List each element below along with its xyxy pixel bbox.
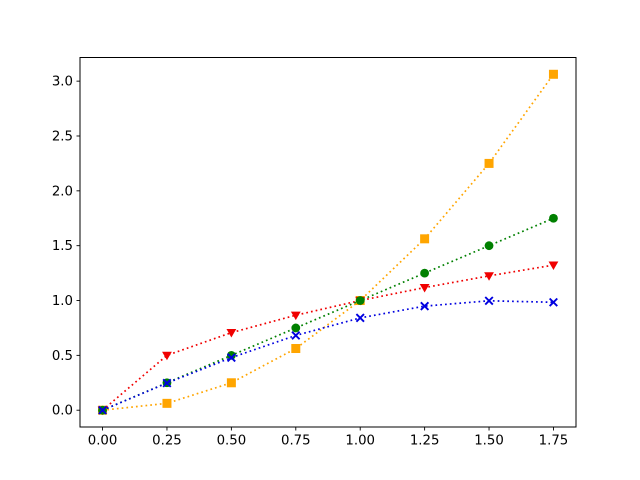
x-tick-label: 1.50 [474, 434, 504, 449]
triangle-down-marker [548, 261, 559, 271]
x-tick-label: 0.00 [88, 434, 118, 449]
x-marker [291, 330, 301, 340]
x-marker [98, 405, 108, 415]
square-marker [484, 158, 494, 168]
x-tick-label: 1.75 [539, 434, 569, 449]
y-tick-label: 3.0 [52, 75, 73, 90]
circle-marker [226, 350, 236, 360]
y-tick-label: 2.0 [52, 184, 73, 199]
x-marker [162, 378, 172, 388]
x-marker [548, 297, 558, 307]
triangle-down-marker [226, 329, 237, 338]
series-sin-x [98, 296, 558, 415]
y-axis: 0.0 0.5 1.0 1.5 2.0 2.5 3.0 [52, 75, 80, 419]
square-marker [420, 234, 430, 244]
circle-marker [355, 296, 365, 305]
x-tick-label: 0.50 [217, 434, 247, 449]
y-tick-label: 0.0 [52, 404, 73, 419]
x-tick-label: 0.25 [152, 434, 182, 449]
x-tick-label: 0.75 [281, 434, 311, 449]
triangle-down-marker [162, 351, 172, 361]
y-tick-label: 0.5 [52, 349, 73, 364]
plot-area-spines [79, 57, 577, 428]
triangle-down-marker [419, 283, 430, 293]
circle-marker [484, 241, 494, 251]
triangle-down-marker [484, 272, 494, 281]
y-tick-label: 1.0 [52, 294, 73, 309]
triangle-down-marker [290, 311, 301, 321]
x-axis: 0.00 0.25 0.50 0.75 1.00 1.25 1.50 1.75 [88, 427, 569, 449]
x-marker [355, 313, 365, 323]
circle-marker [549, 213, 558, 223]
x-marker [226, 353, 236, 363]
x-marker [484, 296, 494, 306]
y-tick-label: 1.5 [52, 239, 73, 254]
series-line-x-squared [102, 73, 555, 412]
series-line-sin-x [102, 299, 554, 411]
square-marker [548, 69, 558, 79]
x-marker [420, 301, 430, 311]
y-tick-label: 2.5 [52, 129, 73, 144]
circle-marker [420, 268, 430, 278]
x-tick-label: 1.00 [345, 434, 375, 449]
x-tick-label: 1.25 [410, 434, 440, 449]
square-marker [226, 378, 236, 388]
circle-marker [291, 323, 301, 333]
square-marker [291, 344, 301, 354]
square-marker [162, 398, 172, 408]
